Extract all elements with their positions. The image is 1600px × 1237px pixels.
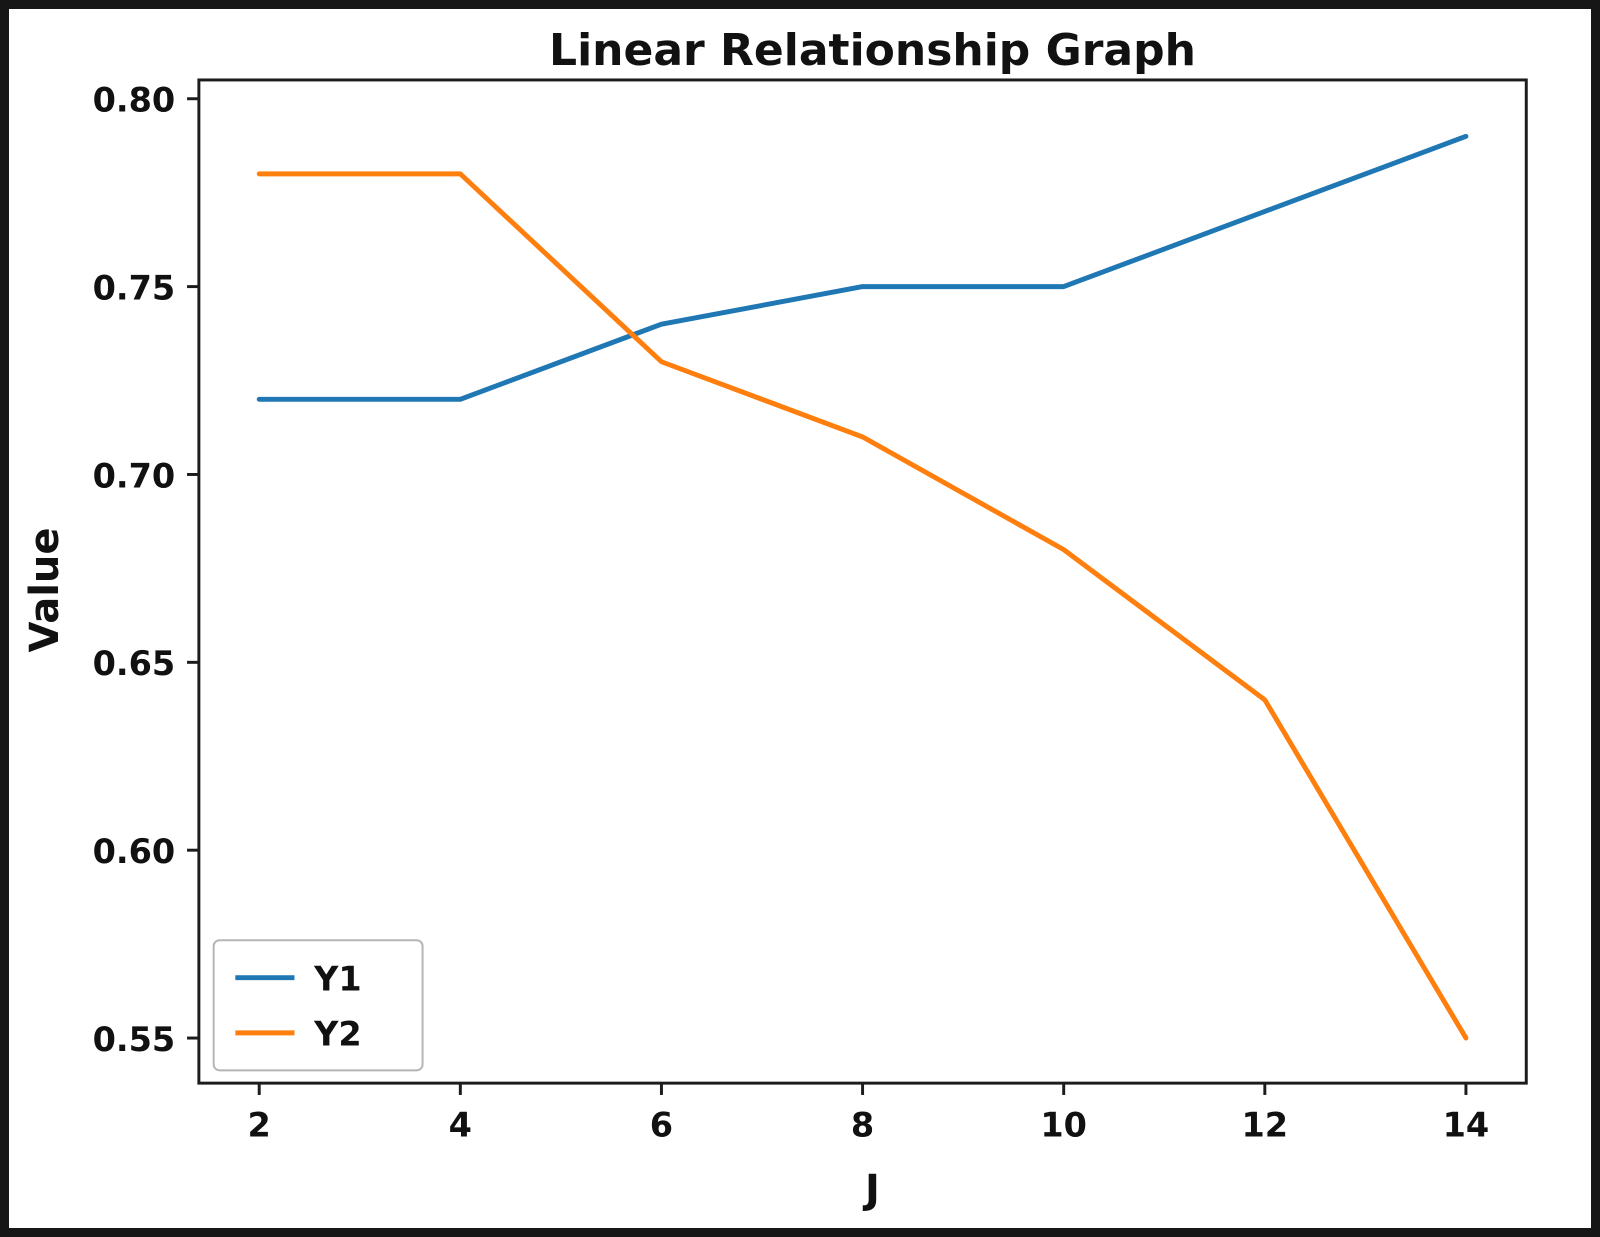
y-axis-label: Value xyxy=(22,527,68,653)
y-tick-label: 0.55 xyxy=(93,1020,176,1059)
x-axis-label: J xyxy=(865,1167,880,1213)
x-tick-label: 6 xyxy=(650,1105,673,1144)
x-tick-label: 14 xyxy=(1443,1105,1490,1144)
chart-title: Linear Relationship Graph xyxy=(549,25,1196,76)
x-tick-label: 2 xyxy=(248,1105,271,1144)
y-tick-label: 0.60 xyxy=(93,832,176,871)
y2-series-line xyxy=(256,171,1469,1041)
legend-box xyxy=(212,939,424,1072)
line-chart: 2 4 6 8 10 12 14 0.55 0.60 0.65 0.70 0.75 0.80 Y1 Y2 xyxy=(93,78,1528,1144)
x-tick-label: 4 xyxy=(449,1105,472,1144)
x-tick-label: 12 xyxy=(1242,1105,1289,1144)
axes-frame xyxy=(197,78,1528,1085)
y-tick-label: 0.80 xyxy=(93,81,176,120)
x-tick-label: 8 xyxy=(851,1105,874,1144)
y1-series-line xyxy=(256,133,1469,402)
x-tick-label: 10 xyxy=(1040,1105,1087,1144)
y-tick-label: 0.70 xyxy=(93,456,176,495)
y-tick-label: 0.75 xyxy=(93,268,176,307)
y-tick-label: 0.65 xyxy=(93,644,176,683)
legend-y1-label: Y1 xyxy=(313,960,362,999)
legend-y2-label: Y2 xyxy=(313,1015,362,1054)
